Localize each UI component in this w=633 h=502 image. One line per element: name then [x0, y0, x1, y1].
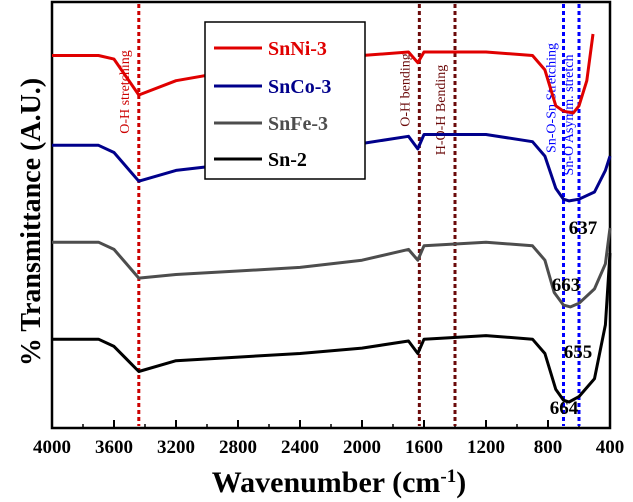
x-tick-label-400: 400: [596, 437, 625, 458]
series-line-SnNi-3: [52, 33, 595, 115]
ref-label-1: O-H bending: [398, 53, 413, 127]
x-axis-title-sup: -1: [440, 466, 456, 487]
legend-label-snni3: SnNi-3: [268, 38, 327, 60]
x-tick-label-1600: 1600: [405, 437, 443, 458]
x-tick-label-4000: 4000: [33, 437, 71, 458]
legend-label-snco3: SnCo-3: [268, 76, 331, 98]
series-line-SnCo-3: [52, 133, 612, 203]
legend-label-sn2: Sn-2: [268, 149, 307, 171]
y-axis-title: % Transmittance (A.U.): [16, 78, 47, 366]
series-line-Sn-2: [52, 252, 612, 404]
ref-label-4: Sn-O Asymm. stretch: [562, 55, 577, 176]
x-tick-label-3200: 3200: [157, 437, 195, 458]
x-axis-title: Wavenumber (cm-1): [212, 466, 466, 500]
x-tick-label-2000: 2000: [343, 437, 381, 458]
x-ticks: 4000 3600 3200 2800 2400 2000 1600 1200 800 400: [33, 420, 624, 458]
x-tick-label-1200: 1200: [467, 437, 505, 458]
peak-label-sn2: 664: [550, 398, 579, 419]
series-line-SnFe-3: [52, 227, 612, 309]
ref-label-0: O-H stretching: [118, 50, 133, 134]
x-tick-label-2400: 2400: [281, 437, 319, 458]
legend: SnNi-3 SnCo-3 SnFe-3 Sn-2: [204, 21, 366, 180]
x-tick-label-800: 800: [534, 437, 563, 458]
peak-label-snni3: 637: [569, 218, 598, 239]
peak-label-snfe3: 655: [564, 342, 593, 363]
x-tick-label-2800: 2800: [219, 437, 257, 458]
x-axis-title-main: Wavenumber (cm: [212, 466, 441, 499]
peak-label-snco3: 663: [552, 275, 581, 296]
x-tick-label-3600: 3600: [95, 437, 133, 458]
legend-label-snfe3: SnFe-3: [268, 113, 328, 135]
ref-label-2: H-O-H Bending: [434, 65, 449, 156]
series-lines: [52, 33, 612, 404]
x-axis-title-end: ): [456, 466, 466, 499]
